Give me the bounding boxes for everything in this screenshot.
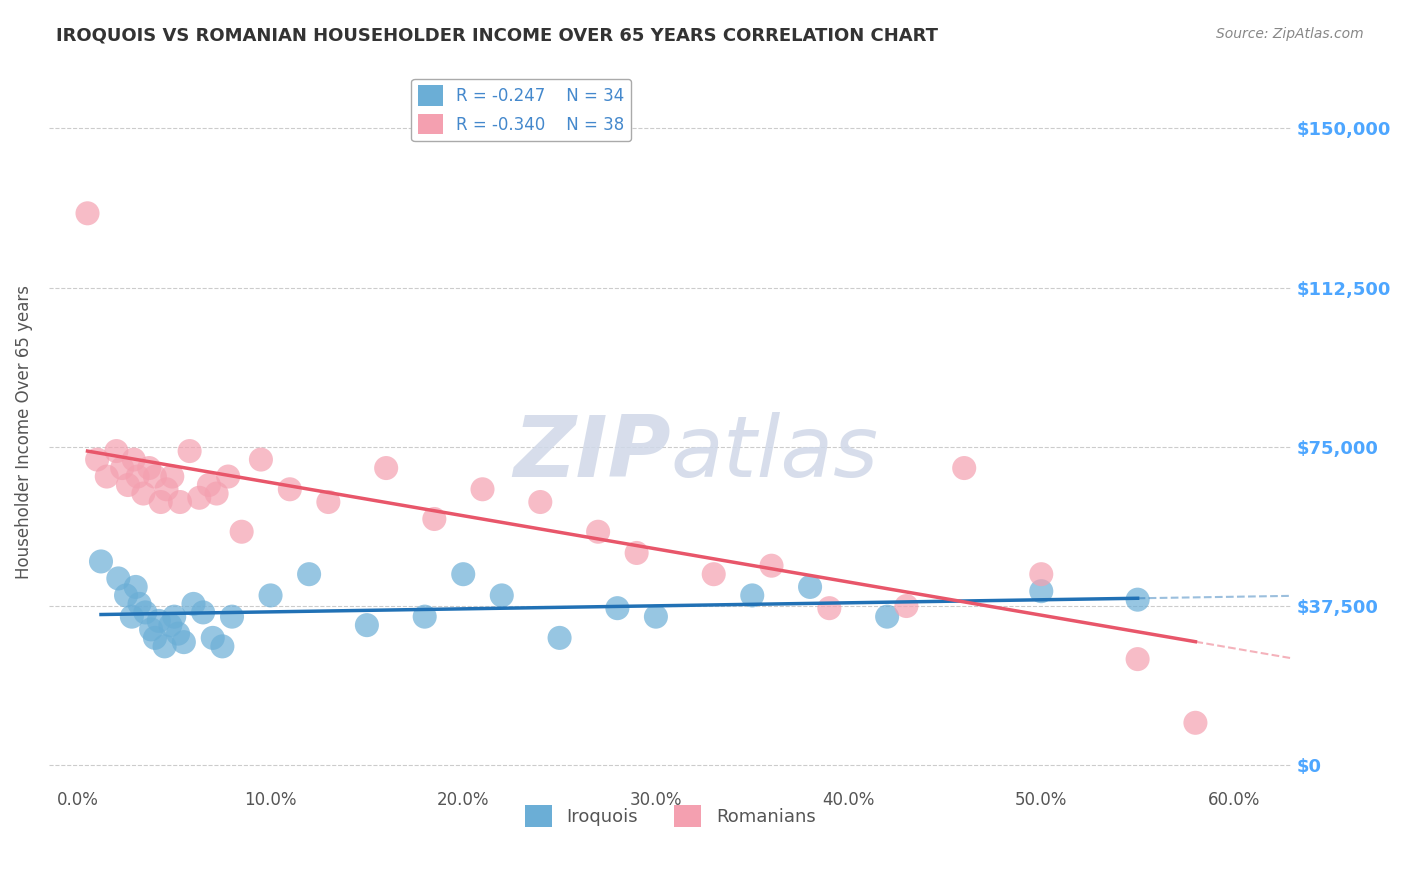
Point bbox=[626, 546, 648, 560]
Point bbox=[1184, 715, 1206, 730]
Point bbox=[645, 609, 668, 624]
Point bbox=[159, 618, 181, 632]
Point bbox=[451, 567, 474, 582]
Point bbox=[132, 486, 155, 500]
Point bbox=[169, 495, 191, 509]
Point bbox=[107, 571, 129, 585]
Point bbox=[76, 206, 98, 220]
Point bbox=[121, 609, 143, 624]
Point bbox=[105, 444, 128, 458]
Point bbox=[318, 495, 340, 509]
Point bbox=[1031, 584, 1053, 599]
Point bbox=[111, 461, 134, 475]
Point bbox=[953, 461, 976, 475]
Point bbox=[1031, 567, 1053, 582]
Point bbox=[211, 640, 233, 654]
Point bbox=[298, 567, 321, 582]
Point bbox=[818, 601, 841, 615]
Point bbox=[163, 609, 186, 624]
Point bbox=[128, 597, 150, 611]
Point bbox=[191, 606, 214, 620]
Point bbox=[896, 599, 918, 613]
Point bbox=[138, 461, 160, 475]
Point bbox=[162, 469, 184, 483]
Point bbox=[221, 609, 243, 624]
Point bbox=[127, 469, 149, 483]
Point bbox=[876, 609, 898, 624]
Point bbox=[259, 589, 281, 603]
Point bbox=[586, 524, 609, 539]
Point bbox=[139, 623, 162, 637]
Point bbox=[96, 469, 118, 483]
Point bbox=[167, 626, 190, 640]
Point bbox=[188, 491, 211, 505]
Point bbox=[250, 452, 273, 467]
Point bbox=[217, 469, 239, 483]
Point bbox=[423, 512, 446, 526]
Point bbox=[761, 558, 783, 573]
Point bbox=[471, 483, 494, 497]
Point bbox=[149, 495, 172, 509]
Point bbox=[124, 580, 146, 594]
Text: atlas: atlas bbox=[671, 412, 879, 495]
Point bbox=[86, 452, 108, 467]
Point bbox=[606, 601, 628, 615]
Point bbox=[375, 461, 398, 475]
Point bbox=[741, 589, 763, 603]
Point bbox=[278, 483, 301, 497]
Text: ZIP: ZIP bbox=[513, 412, 671, 495]
Point bbox=[529, 495, 551, 509]
Point bbox=[198, 478, 221, 492]
Point bbox=[201, 631, 224, 645]
Point bbox=[548, 631, 571, 645]
Point bbox=[1126, 592, 1149, 607]
Point bbox=[491, 589, 513, 603]
Point bbox=[143, 469, 166, 483]
Text: IROQUOIS VS ROMANIAN HOUSEHOLDER INCOME OVER 65 YEARS CORRELATION CHART: IROQUOIS VS ROMANIAN HOUSEHOLDER INCOME … bbox=[56, 27, 938, 45]
Point bbox=[413, 609, 436, 624]
Point bbox=[90, 554, 112, 568]
Point bbox=[122, 452, 145, 467]
Point bbox=[117, 478, 139, 492]
Y-axis label: Householder Income Over 65 years: Householder Income Over 65 years bbox=[15, 285, 32, 579]
Point bbox=[153, 640, 176, 654]
Point bbox=[703, 567, 725, 582]
Point bbox=[231, 524, 253, 539]
Point bbox=[148, 614, 170, 628]
Point bbox=[356, 618, 378, 632]
Point bbox=[155, 483, 177, 497]
Point bbox=[1126, 652, 1149, 666]
Point bbox=[799, 580, 821, 594]
Legend: Iroquois, Romanians: Iroquois, Romanians bbox=[517, 797, 823, 834]
Point bbox=[115, 589, 138, 603]
Point bbox=[179, 444, 201, 458]
Point bbox=[143, 631, 166, 645]
Point bbox=[183, 597, 205, 611]
Point bbox=[134, 606, 156, 620]
Text: Source: ZipAtlas.com: Source: ZipAtlas.com bbox=[1216, 27, 1364, 41]
Point bbox=[173, 635, 195, 649]
Point bbox=[205, 486, 228, 500]
